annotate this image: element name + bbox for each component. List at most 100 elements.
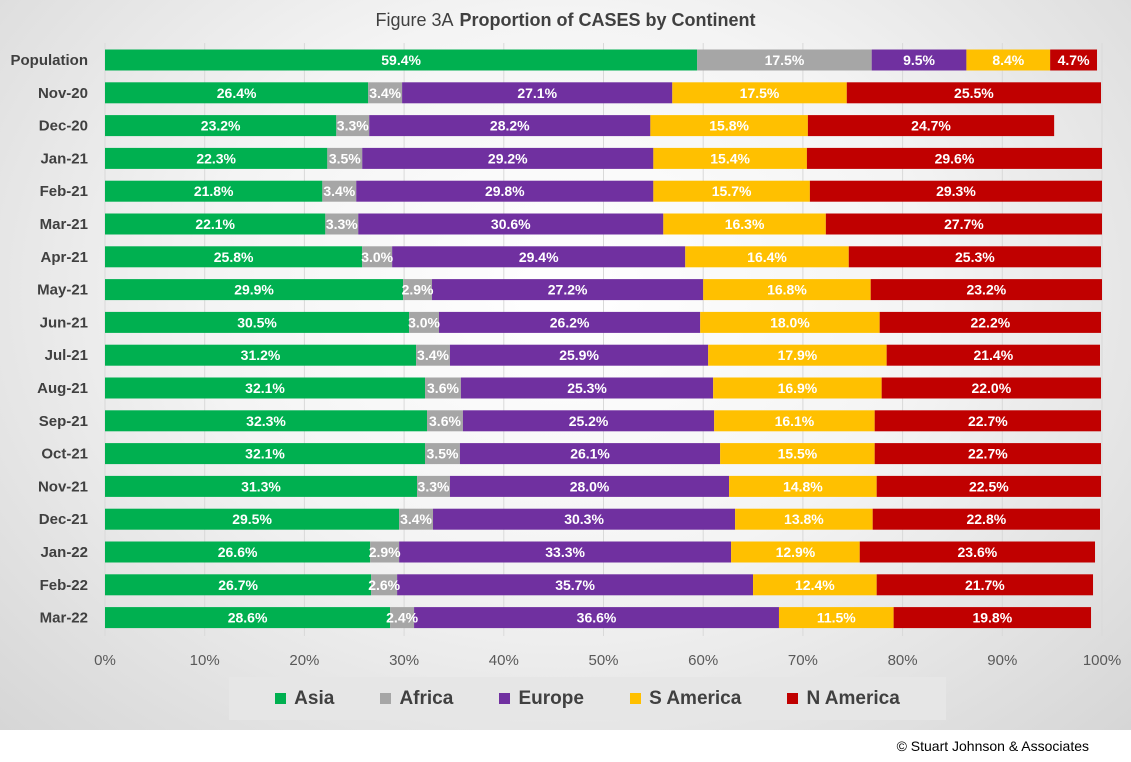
data-label: 14.8%	[783, 478, 823, 494]
bar-segment-n-america	[806, 147, 1102, 169]
bar-segment-n-america	[876, 574, 1094, 596]
bar-segment-n-america	[881, 377, 1102, 399]
bar-segment-asia	[105, 344, 417, 366]
bar-segment-africa	[425, 443, 460, 465]
data-label: 25.9%	[559, 347, 599, 363]
data-label: 13.8%	[784, 511, 824, 527]
data-label: 3.4%	[400, 511, 432, 527]
data-label: 9.5%	[903, 52, 935, 68]
data-label: 24.7%	[911, 118, 951, 134]
bar-segment-n-america	[807, 115, 1055, 137]
data-label: 3.5%	[329, 150, 361, 166]
data-label: 19.8%	[972, 610, 1012, 626]
data-label: 32.3%	[246, 413, 286, 429]
bar-segment-europe	[433, 508, 736, 530]
category-label: Apr-21	[40, 249, 88, 266]
legend-swatch	[499, 693, 511, 704]
x-tick-label: 0%	[94, 652, 116, 669]
data-label: 17.9%	[778, 347, 818, 363]
data-label: 2.6%	[368, 577, 400, 593]
bar-segment-africa	[427, 410, 463, 432]
x-tick-label: 40%	[489, 652, 519, 669]
bar-segment-asia	[105, 82, 369, 104]
legend-label: Europe	[518, 687, 584, 709]
bar-segment-n-america	[886, 344, 1101, 366]
data-label: 26.2%	[550, 314, 590, 330]
data-label: 26.4%	[217, 85, 257, 101]
data-label: 29.9%	[234, 282, 274, 298]
bar-segment-africa	[325, 213, 359, 235]
legend-swatch	[380, 693, 392, 704]
data-label: 16.8%	[767, 282, 807, 298]
data-label: 25.2%	[569, 413, 609, 429]
category-label: Dec-20	[39, 118, 88, 135]
legend-swatch	[787, 693, 799, 704]
bar-segment-n-america	[876, 475, 1102, 497]
bar-segment-europe	[871, 49, 967, 71]
legend-item: S America	[630, 688, 741, 710]
data-label: 16.4%	[747, 249, 787, 265]
data-label: 16.1%	[775, 413, 815, 429]
bar-segment-africa	[416, 344, 450, 366]
data-label: 28.0%	[570, 478, 610, 494]
x-tick-label: 90%	[987, 652, 1017, 669]
data-label: 2.4%	[386, 610, 418, 626]
data-label: 22.3%	[196, 150, 236, 166]
data-label: 3.6%	[427, 380, 459, 396]
bar-segment-africa	[390, 607, 415, 629]
bar-segment-s-america	[966, 49, 1051, 71]
bar-segment-europe	[432, 279, 704, 301]
category-label: Dec-21	[39, 511, 88, 528]
category-label: Oct-21	[41, 446, 88, 463]
bar-segment-s-america	[753, 574, 877, 596]
bar-segment-s-america	[663, 213, 826, 235]
data-label: 3.3%	[326, 216, 358, 232]
bar-segment-asia	[105, 607, 391, 629]
bar-segment-asia	[105, 213, 326, 235]
bar-segment-europe	[392, 246, 686, 268]
category-label: Feb-21	[40, 183, 88, 200]
bar-segment-asia	[105, 541, 371, 563]
bar-segment-n-america	[874, 410, 1102, 432]
legend-item: N America	[787, 688, 900, 710]
bar-segment-europe	[356, 180, 654, 202]
bar-segment-europe	[397, 574, 754, 596]
category-label: Mar-21	[40, 216, 88, 233]
data-label: 16.9%	[778, 380, 818, 396]
data-label: 22.8%	[966, 511, 1006, 527]
data-label: 22.7%	[968, 413, 1008, 429]
bar-segment-europe	[449, 344, 709, 366]
data-label: 3.4%	[369, 85, 401, 101]
bar-segment-s-america	[700, 311, 880, 333]
data-label: 12.9%	[776, 544, 816, 560]
bar-segment-africa	[370, 541, 400, 563]
bar-segment-asia	[105, 279, 404, 301]
bar-segment-s-america	[653, 147, 807, 169]
bar-segment-n-america	[848, 246, 1102, 268]
x-tick-label: 20%	[289, 652, 319, 669]
bar-segment-europe	[414, 607, 779, 629]
data-label: 22.5%	[969, 478, 1009, 494]
chart-title: Figure 3A Proportion of CASES by Continen…	[0, 10, 1131, 31]
data-label: 29.8%	[485, 183, 525, 199]
bar-segment-africa	[403, 279, 433, 301]
category-label: Jun-21	[40, 314, 88, 331]
legend-label: S America	[649, 687, 742, 709]
legend-label: Asia	[294, 687, 335, 709]
category-label: Mar-22	[40, 610, 88, 627]
legend-item: Europe	[499, 687, 584, 710]
data-label: 27.1%	[517, 85, 557, 101]
bar-segment-europe	[369, 115, 651, 137]
data-label: 3.4%	[417, 347, 449, 363]
category-label: Jan-21	[40, 150, 88, 167]
data-label: 22.1%	[195, 216, 235, 232]
data-label: 31.3%	[241, 478, 281, 494]
category-label: Feb-22	[40, 577, 88, 594]
legend: Asia Africa Europe S America N America	[229, 677, 946, 720]
data-label: 12.4%	[795, 577, 835, 593]
bar-segment-s-america	[708, 344, 887, 366]
bar-segment-asia	[105, 49, 698, 71]
data-label: 26.6%	[218, 544, 258, 560]
data-label: 22.7%	[968, 446, 1008, 462]
data-label: 2.9%	[369, 544, 401, 560]
